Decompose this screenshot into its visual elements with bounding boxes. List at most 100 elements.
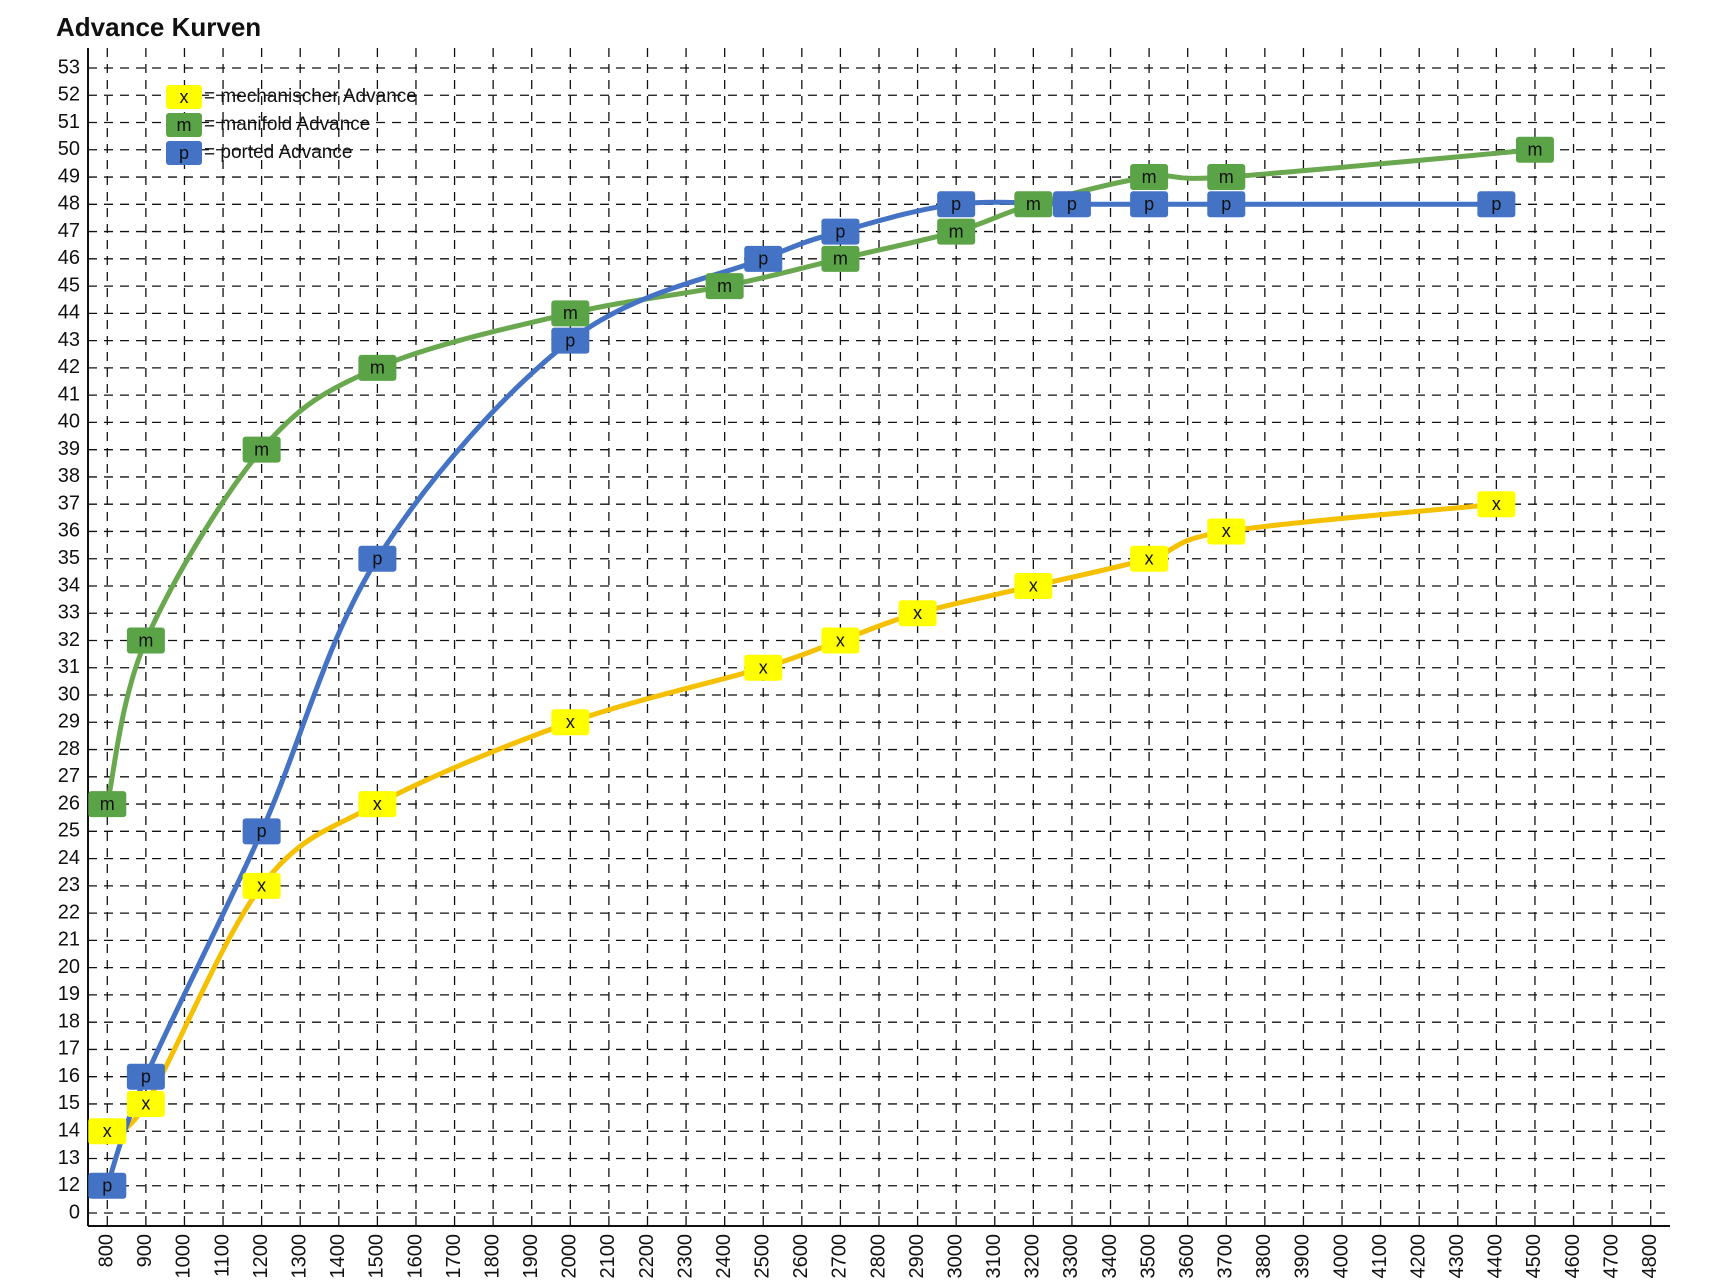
- x-tick-label: 4400: [1485, 1234, 1507, 1279]
- x-tick-label: 3700: [1215, 1234, 1237, 1279]
- marker-label: m: [1026, 194, 1041, 214]
- y-tick-label: 43: [58, 329, 80, 351]
- x-tick-label: 3200: [1022, 1234, 1044, 1279]
- marker: [126, 627, 165, 654]
- x-tick-label: 2300: [674, 1234, 696, 1279]
- marker-label: m: [949, 221, 964, 241]
- y-tick-label: 34: [58, 574, 80, 596]
- marker-label: m: [1142, 167, 1157, 187]
- x-tick-label: 3800: [1253, 1234, 1275, 1279]
- y-tick-label: 16: [58, 1065, 80, 1087]
- marker: [88, 1118, 127, 1145]
- marker: [821, 245, 860, 272]
- legend-label: = ported Advance: [204, 142, 352, 163]
- y-tick-label: 20: [58, 956, 80, 978]
- x-tick-label: 3100: [983, 1234, 1005, 1279]
- y-tick-label: 22: [58, 901, 80, 923]
- marker-label: m: [138, 630, 153, 650]
- marker: [1477, 191, 1516, 218]
- y-tick-label: 19: [58, 983, 80, 1005]
- marker-label: m: [370, 358, 385, 378]
- marker-label: p: [1491, 194, 1501, 214]
- marker: [1052, 191, 1091, 218]
- x-tick-label: 1100: [211, 1234, 233, 1277]
- marker-label: p: [102, 1175, 112, 1195]
- marker: [358, 791, 397, 818]
- marker: [821, 627, 860, 654]
- y-tick-label: 17: [58, 1038, 80, 1060]
- x-tick-label: 1600: [404, 1234, 426, 1279]
- legend-marker-label: x: [180, 87, 189, 107]
- y-tick-label: 38: [58, 465, 80, 487]
- x-tick-label: 1000: [173, 1234, 195, 1279]
- marker: [1207, 164, 1246, 191]
- marker: [1130, 191, 1169, 218]
- x-tick-label: 900: [134, 1234, 156, 1267]
- marker-label: p: [1067, 194, 1077, 214]
- marker-label: m: [254, 439, 269, 459]
- y-tick-label: 52: [58, 84, 80, 106]
- marker-label: p: [951, 194, 961, 214]
- y-tick-label: 49: [58, 165, 80, 187]
- y-tick-label: 29: [58, 711, 80, 733]
- x-tick-label: 3400: [1099, 1234, 1121, 1279]
- x-tick-label: 1300: [289, 1234, 311, 1279]
- legend-label: = mechanischer Advance: [204, 86, 417, 107]
- legend-label: = manifold Advance: [204, 114, 370, 135]
- x-tick-label: 2400: [713, 1234, 735, 1279]
- marker: [1014, 191, 1053, 218]
- marker-label: x: [373, 794, 382, 814]
- marker: [1130, 545, 1169, 572]
- marker: [88, 791, 127, 818]
- x-tick-label: 1800: [481, 1234, 503, 1279]
- y-tick-label: 48: [58, 193, 80, 215]
- x-tick-label: 1400: [327, 1234, 349, 1279]
- y-tick-label: 13: [58, 1147, 80, 1169]
- x-tick-label: 2100: [597, 1234, 619, 1279]
- y-tick-label: 15: [58, 1092, 80, 1114]
- marker-label: x: [759, 658, 768, 678]
- marker-label: x: [913, 603, 922, 623]
- y-tick-label: 35: [58, 547, 80, 569]
- x-tick-label: 4200: [1407, 1234, 1429, 1279]
- marker: [551, 327, 590, 354]
- y-tick-label: 44: [58, 302, 80, 324]
- marker: [1014, 572, 1053, 599]
- marker-label: x: [1222, 521, 1231, 541]
- x-tick-label: 4800: [1639, 1234, 1661, 1279]
- x-tick-label: 4700: [1600, 1234, 1622, 1279]
- x-tick-label: 4300: [1446, 1234, 1468, 1279]
- y-tick-label: 40: [58, 411, 80, 433]
- x-tick-label: 4600: [1562, 1234, 1584, 1279]
- y-tick-label: 25: [58, 820, 80, 842]
- y-tick-label: 39: [58, 438, 80, 460]
- marker: [242, 818, 281, 845]
- marker: [937, 191, 976, 218]
- marker-label: m: [833, 249, 848, 269]
- marker-label: p: [257, 821, 267, 841]
- y-tick-label: 23: [58, 874, 80, 896]
- y-tick-label: 31: [58, 656, 80, 678]
- marker: [744, 654, 783, 681]
- marker: [358, 545, 397, 572]
- x-tick-label: 1200: [250, 1234, 272, 1279]
- y-tick-label: 18: [58, 1010, 80, 1032]
- legend-swatch: [166, 141, 202, 165]
- y-tick-label: 32: [58, 629, 80, 651]
- y-tick-label: 30: [58, 683, 80, 705]
- x-tick-label: 2900: [906, 1234, 928, 1279]
- y-tick-label: 46: [58, 247, 80, 269]
- marker-label: x: [1492, 494, 1501, 514]
- x-tick-label: 3900: [1292, 1234, 1314, 1279]
- x-tick-label: 2800: [867, 1234, 889, 1279]
- x-tick-label: 3500: [1137, 1234, 1159, 1279]
- marker-label: p: [758, 249, 768, 269]
- marker: [1477, 491, 1516, 518]
- marker-label: x: [257, 876, 266, 896]
- marker-label: x: [103, 1121, 112, 1141]
- x-tick-label: 2500: [752, 1234, 774, 1279]
- marker-label: m: [563, 303, 578, 323]
- marker: [126, 1063, 165, 1090]
